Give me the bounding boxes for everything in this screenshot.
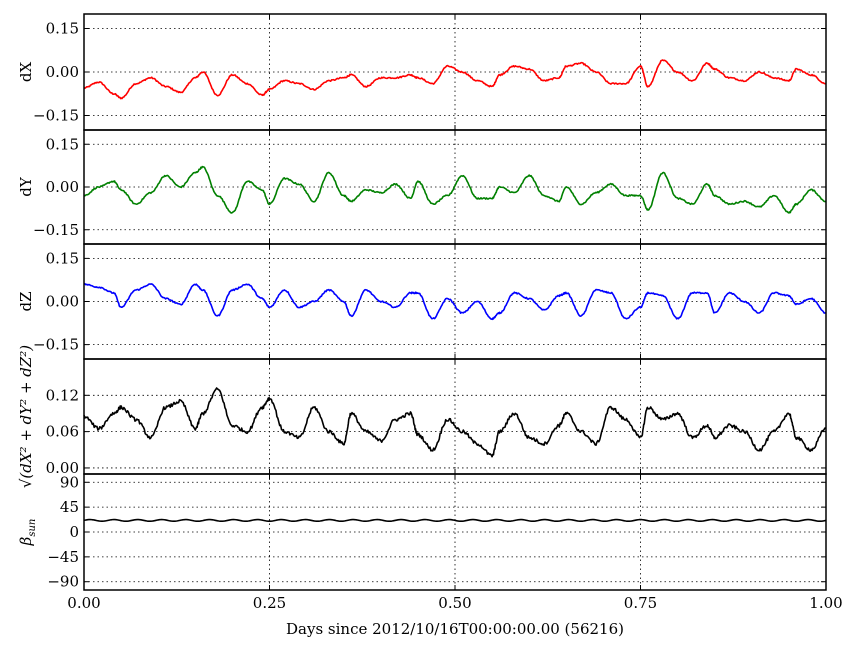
subplot-5: −90 −45 0 45 90 βsun: [17, 473, 827, 591]
x-tick-label: 1.00: [809, 594, 842, 612]
y-tick-label: −45: [47, 548, 79, 566]
series-line: [83, 165, 827, 214]
series-line: [83, 387, 827, 458]
y-axis-label: βsun: [17, 519, 38, 547]
subplot-1: −0.15 0.00 0.15 dX: [17, 13, 827, 131]
subplot-4: 0.00 0.06 0.12 √(dX² + dY² + dZ²): [17, 345, 827, 488]
x-axis-label: Days since 2012/10/16T00:00:00.00 (56216…: [286, 620, 624, 638]
y-tick-label: −0.15: [33, 336, 79, 354]
y-tick-label: 0.15: [46, 135, 79, 153]
y-tick-label: 0.00: [46, 63, 79, 81]
subplot-3: −0.15 0.00 0.15 dZ: [17, 243, 827, 360]
y-tick-label: −90: [47, 573, 79, 591]
x-tick-label: 0.00: [67, 594, 100, 612]
x-axis-ticks: 0.00 0.25 0.50 0.75 1.00: [67, 594, 842, 612]
x-tick-label: 0.75: [624, 594, 657, 612]
x-tick-label: 0.25: [253, 594, 286, 612]
y-axis-label: dX: [17, 62, 35, 83]
series-line: [83, 282, 827, 321]
y-tick-label: −0.15: [33, 107, 79, 125]
y-tick-label: 45: [60, 498, 79, 516]
y-tick-label: 0.00: [46, 293, 79, 311]
y-tick-label: 0.12: [46, 386, 79, 404]
y-tick-label: 90: [60, 473, 79, 491]
subplots: −0.150.000.15dX−0.150.000.15dY−0.150.000…: [17, 13, 827, 591]
subplot-2: −0.15 0.00 0.15 dY: [17, 129, 827, 245]
y-tick-label: 0.06: [46, 423, 79, 441]
y-axis-label: dZ: [17, 291, 35, 311]
y-axis-label: √(dX² + dY² + dZ²): [17, 345, 35, 488]
x-tick-label: 0.50: [438, 594, 471, 612]
y-tick-label: 0: [69, 523, 79, 541]
y-tick-label: 0.00: [46, 178, 79, 196]
y-tick-label: 0.00: [46, 459, 79, 477]
y-tick-label: 0.15: [46, 249, 79, 267]
axes-frame: [83, 358, 827, 475]
series-line: [83, 518, 827, 523]
y-tick-label: −0.15: [33, 221, 79, 239]
series-line: [83, 59, 827, 100]
y-tick-label: 0.15: [46, 20, 79, 38]
y-axis-label: dY: [17, 176, 35, 197]
